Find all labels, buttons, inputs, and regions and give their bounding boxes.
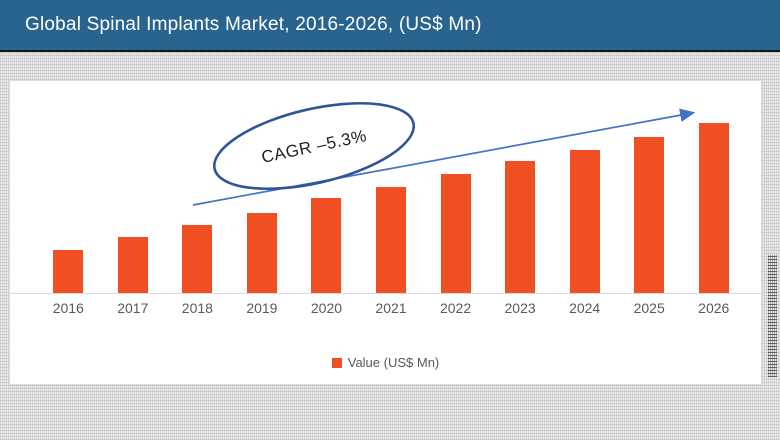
bar-2024: [569, 149, 600, 293]
bar-column-2026: [681, 81, 746, 293]
bars: [10, 81, 761, 293]
title-bar: Global Spinal Implants Market, 2016-2026…: [0, 0, 780, 50]
page-background: CAGR –5.3% 2016 2017 2018 2019 2020 2021 2022 2…: [0, 52, 780, 440]
chart-panel: CAGR –5.3% 2016 2017 2018 2019 2020 2021 2022 2…: [9, 80, 762, 385]
bar-2019: [246, 212, 277, 293]
legend: Value (US$ Mn): [10, 355, 761, 370]
bar-2020: [311, 198, 342, 293]
bar-column-2023: [488, 81, 553, 293]
vertical-watermark-texture: [768, 255, 777, 377]
bar-column-2025: [617, 81, 682, 293]
legend-label: Value (US$ Mn): [347, 355, 440, 370]
legend-swatch-icon: [331, 357, 342, 368]
plot-area: CAGR –5.3%: [10, 81, 761, 294]
x-label-2026: 2026: [698, 300, 730, 316]
x-label-2018: 2018: [181, 300, 213, 316]
bar-column-2021: [359, 81, 424, 293]
bar-2017: [117, 237, 148, 293]
x-label-2025: 2025: [633, 300, 665, 316]
bar-2023: [505, 161, 536, 293]
bar-column-2017: [101, 81, 166, 293]
x-label-2022: 2022: [439, 300, 472, 316]
header-divider: [0, 50, 780, 52]
bar-2022: [440, 174, 471, 293]
x-label-2024: 2024: [569, 300, 601, 316]
x-label-2016: 2016: [52, 300, 84, 316]
bar-2016: [53, 249, 84, 293]
bar-column-2019: [230, 81, 295, 293]
bar-column-2022: [423, 81, 488, 293]
x-label-2021: 2021: [375, 300, 407, 316]
page-title: Global Spinal Implants Market, 2016-2026…: [25, 14, 482, 35]
bar-column-2024: [552, 81, 617, 293]
bar-2021: [376, 186, 406, 293]
bar-column-2018: [165, 81, 230, 293]
bar-2026: [698, 123, 729, 293]
x-label-2023: 2023: [504, 300, 536, 316]
bar-2025: [634, 136, 665, 293]
x-label-2017: 2017: [117, 300, 149, 316]
bar-column-2016: [36, 81, 101, 293]
bar-column-2020: [294, 81, 359, 293]
x-axis-labels: 2016 2017 2018 2019 2020 2021 2022 2023 2024 2025…: [10, 300, 761, 317]
bar-2018: [182, 224, 213, 293]
x-label-2020: 2020: [310, 300, 343, 316]
x-label-2019: 2019: [246, 300, 278, 316]
